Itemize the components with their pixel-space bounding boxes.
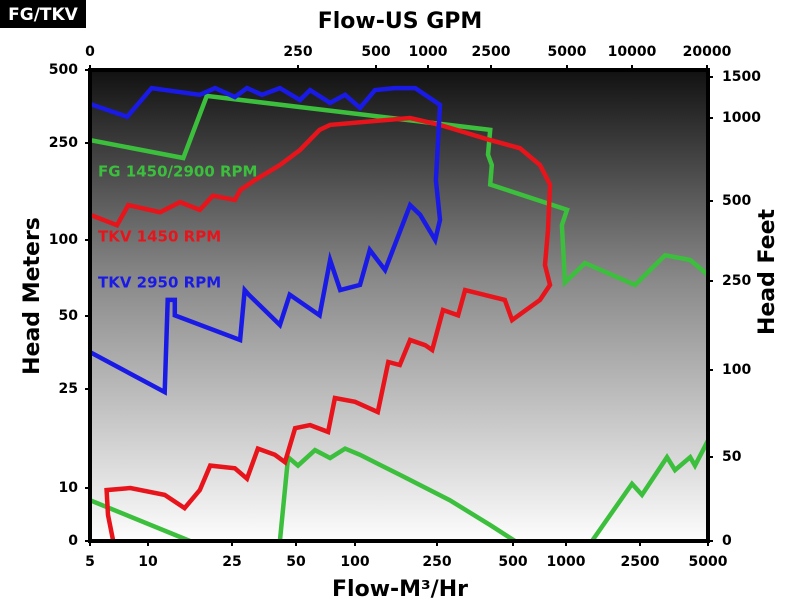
y-axis-title: Head Meters bbox=[20, 217, 45, 375]
x2-tick-label: 1000 bbox=[409, 44, 448, 60]
x2-tick-label: 0 bbox=[85, 44, 95, 60]
legend-label: TKV 1450 RPM bbox=[98, 228, 221, 246]
y2-tick-label: 100 bbox=[722, 362, 751, 378]
plot-background bbox=[90, 70, 708, 541]
y-tick-label: 100 bbox=[49, 232, 78, 248]
y-tick-label: 25 bbox=[59, 381, 78, 397]
x2-axis-title: Flow-US GPM bbox=[318, 9, 483, 34]
x2-tick-label: 2500 bbox=[472, 44, 511, 60]
x2-tick-label: 10000 bbox=[608, 44, 657, 60]
legend-label: FG 1450/2900 RPM bbox=[98, 163, 257, 181]
y2-tick-label: 250 bbox=[722, 273, 751, 289]
x-axis-title: Flow-M³/Hr bbox=[332, 577, 468, 602]
x2-tick-label: 20000 bbox=[683, 44, 732, 60]
y-tick-label: 0 bbox=[68, 533, 78, 549]
y-tick-label: 250 bbox=[49, 135, 78, 151]
y2-tick-label: 50 bbox=[722, 449, 742, 465]
series-line bbox=[90, 93, 710, 543]
series-layer bbox=[90, 85, 710, 543]
x-tick-label: 500 bbox=[498, 554, 527, 570]
y2-tick-label: 500 bbox=[722, 193, 751, 209]
legend-label: TKV 2950 RPM bbox=[98, 274, 221, 292]
x-tick-label: 25 bbox=[222, 554, 241, 570]
x-tick-label: 250 bbox=[422, 554, 451, 570]
x-tick-label: 2500 bbox=[621, 554, 660, 570]
chart-title: FG/TKV bbox=[8, 5, 79, 25]
x2-tick-label: 250 bbox=[283, 44, 312, 60]
title-tab bbox=[0, 0, 86, 28]
x-tick-label: 50 bbox=[286, 554, 306, 570]
y-tick-label: 500 bbox=[49, 62, 78, 78]
x-tick-label: 5000 bbox=[689, 554, 728, 570]
y2-axis-title: Head Feet bbox=[755, 208, 780, 335]
x2-tick-label: 5000 bbox=[548, 44, 587, 60]
y2-tick-label: 1000 bbox=[722, 110, 761, 126]
x-tick-label: 100 bbox=[340, 554, 369, 570]
y-tick-label: 50 bbox=[59, 308, 79, 324]
y-tick-label: 10 bbox=[59, 480, 79, 496]
series-line bbox=[90, 85, 443, 396]
x2-tick-label: 500 bbox=[361, 44, 390, 60]
x-tick-label: 5 bbox=[85, 554, 95, 570]
y2-tick-label: 0 bbox=[722, 533, 732, 549]
x-tick-label: 10 bbox=[138, 554, 158, 570]
x-tick-label: 1000 bbox=[547, 554, 586, 570]
y2-tick-label: 1500 bbox=[722, 69, 761, 85]
series-line bbox=[90, 115, 553, 542]
